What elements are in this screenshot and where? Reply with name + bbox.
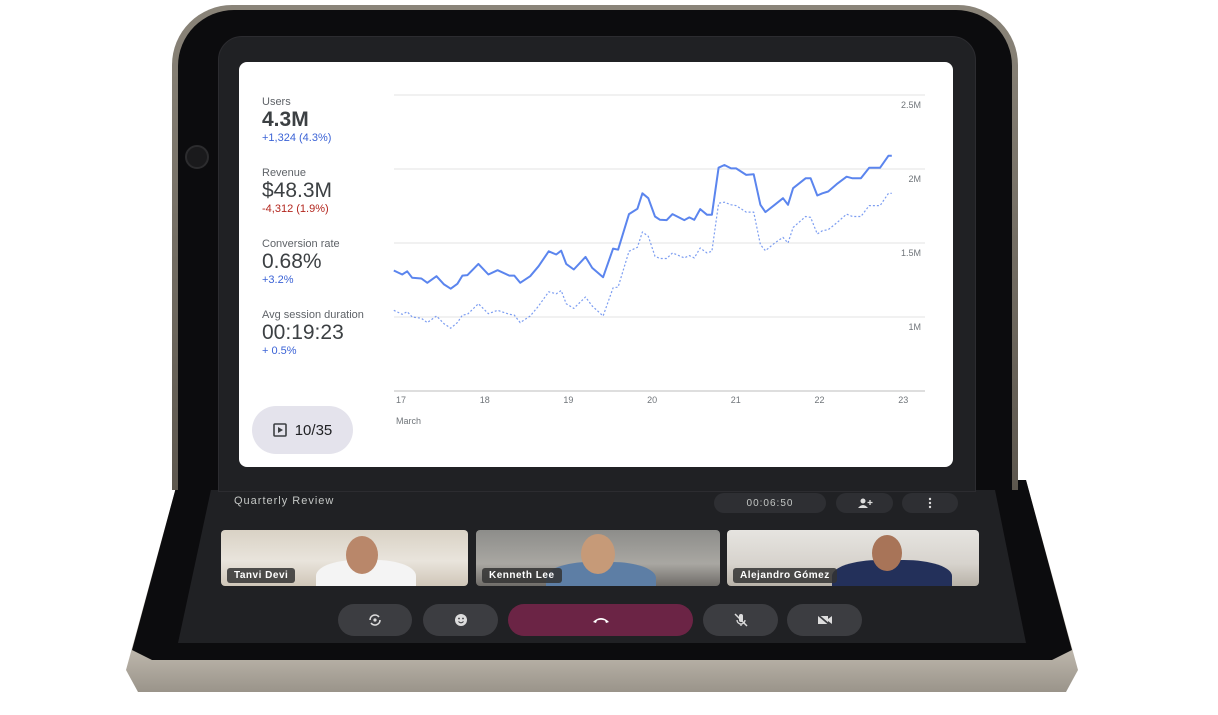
x-tick-label: 22 [815, 395, 825, 405]
metric-users: Users 4.3M +1,324 (4.3%) [262, 96, 331, 144]
camera-toggle-button[interactable] [787, 604, 862, 636]
users-line-chart: 17 18 19 20 21 22 23 1M 1.5M 2M 2.5M March [393, 94, 925, 426]
camera-off-icon [815, 613, 832, 627]
metric-value: 4.3M [262, 108, 309, 131]
person-add-icon [857, 498, 872, 508]
participant-name: Alejandro Gómez [733, 568, 837, 583]
front-camera [185, 145, 209, 169]
metric-value: $48.3M [262, 179, 333, 202]
analytics-panel [239, 62, 953, 467]
metric-change: + 0.5% [262, 345, 297, 357]
metric-conversion-rate: Conversion rate 0.68% +3.2% [262, 238, 340, 286]
participant-name: Tanvi Devi [227, 568, 296, 583]
call-timer: 00:06:50 [714, 493, 826, 513]
metric-change: +3.2% [262, 274, 294, 286]
y-tick-label: 1M [908, 322, 921, 332]
participant-tile[interactable]: Kenneth Lee [476, 530, 720, 586]
x-tick-label: 18 [480, 395, 490, 405]
metric-value: 0.68% [262, 250, 322, 273]
slide-counter: 10/35 [294, 421, 333, 439]
metric-change: -4,312 (1.9%) [262, 203, 329, 215]
metric-value: 00:19:23 [262, 321, 344, 344]
mic-off-icon [733, 613, 748, 627]
reactions-button[interactable] [423, 604, 498, 636]
participant-tile[interactable]: Alejandro Gómez [727, 530, 979, 586]
mute-microphone-button[interactable] [703, 604, 778, 636]
y-tick-label: 1.5M [901, 248, 921, 258]
end-call-button[interactable] [508, 604, 693, 636]
x-tick-label: 21 [731, 395, 741, 405]
metric-change: +1,324 (4.3%) [262, 132, 332, 144]
more-options-button[interactable] [902, 493, 958, 513]
add-person-button[interactable] [836, 493, 893, 513]
y-tick-label: 2M [908, 174, 921, 184]
metric-session-duration: Avg session duration 00:19:23 + 0.5% [262, 309, 364, 357]
metric-label: Revenue [262, 167, 307, 179]
x-tick-label: 19 [563, 395, 573, 405]
x-axis-label: March [396, 416, 421, 426]
participant-tile[interactable]: Tanvi Devi [221, 530, 468, 586]
x-tick-label: 17 [396, 395, 406, 405]
end-call-icon [592, 618, 609, 623]
x-tick-label: 20 [647, 395, 657, 405]
flip-camera-icon [369, 614, 381, 626]
more-vert-icon [928, 497, 932, 509]
y-tick-label: 2.5M [901, 100, 921, 110]
series-line-solid [393, 154, 892, 290]
metric-label: Conversion rate [262, 238, 340, 250]
series-line-dashed [393, 192, 892, 329]
metric-label: Users [262, 96, 291, 108]
x-tick-label: 23 [898, 395, 908, 405]
slide-counter-button[interactable]: 10/35 [252, 406, 353, 454]
flip-camera-button[interactable] [338, 604, 412, 636]
play-box-icon [272, 423, 287, 437]
call-title: Quarterly Review [234, 495, 335, 507]
participant-name: Kenneth Lee [482, 568, 562, 583]
metric-label: Avg session duration [262, 309, 364, 321]
emoji-icon [454, 614, 467, 626]
metric-revenue: Revenue $48.3M -4,312 (1.9%) [262, 167, 332, 215]
